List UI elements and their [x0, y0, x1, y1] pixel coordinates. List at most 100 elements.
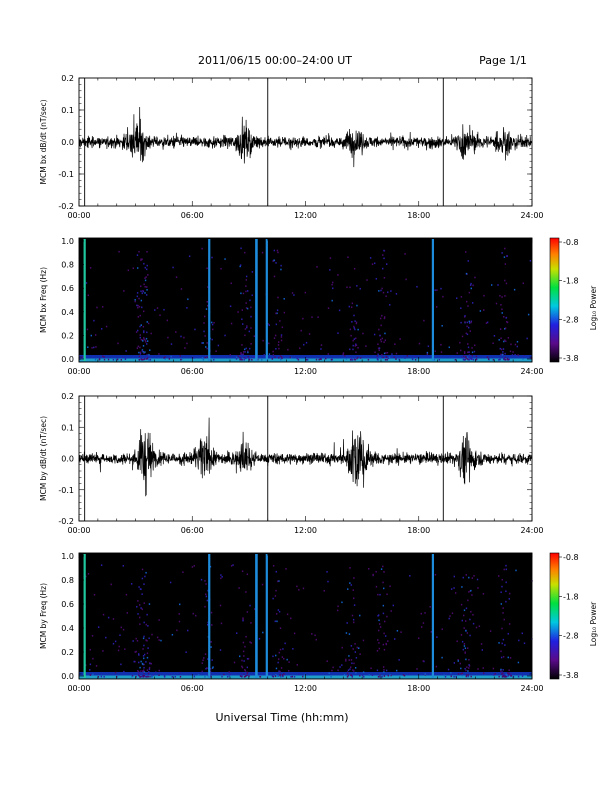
spectral-pixel: [341, 601, 343, 604]
spectral-pixel: [345, 632, 348, 634]
spectral-pixel: [248, 675, 250, 677]
spectral-pixel: [500, 353, 502, 356]
spectral-pixel: [332, 287, 334, 290]
spectral-pixel: [275, 323, 278, 326]
spectral-pixel: [500, 668, 502, 671]
colorbar-tick-label: -2.8: [563, 632, 579, 641]
spectral-pixel: [277, 344, 280, 346]
spectral-pixel: [354, 345, 357, 347]
spectral-pixel: [290, 675, 292, 678]
spectral-pixel: [422, 622, 425, 624]
spectral-pixel: [346, 675, 349, 678]
spectral-pixel: [146, 357, 149, 360]
y-tick-label: 0.8: [61, 261, 74, 270]
spectral-pixel: [406, 355, 408, 357]
spectral-pixel: [346, 286, 348, 289]
spectral-pixel: [143, 358, 145, 361]
spectral-pixel: [145, 340, 147, 343]
spectral-pixel: [329, 269, 331, 271]
spectral-pixel: [136, 267, 139, 269]
spectral-pixel: [139, 675, 141, 678]
spectral-pixel: [506, 357, 509, 360]
spectral-pixel: [238, 587, 240, 589]
spectral-pixel: [210, 646, 212, 648]
spectral-pixel: [85, 282, 88, 284]
spectral-pixel: [242, 353, 245, 355]
spectral-pixel: [522, 357, 524, 360]
spectral-pixel: [219, 649, 222, 651]
spectral-pixel: [143, 644, 145, 647]
spectral-pixel: [204, 580, 206, 582]
spectral-pixel: [274, 334, 277, 337]
spectral-pixel: [468, 658, 470, 661]
spectral-pixel: [154, 309, 156, 311]
spectral-pixel: [205, 593, 207, 596]
spectral-pixel: [140, 299, 143, 302]
spectral-pixel: [306, 359, 309, 361]
spectral-pixel: [251, 294, 253, 297]
spectral-pixel: [283, 298, 285, 300]
spectral-pixel: [504, 327, 506, 330]
spectral-pixel: [377, 629, 380, 632]
spectral-pixel: [197, 674, 200, 676]
spectral-pixel: [383, 257, 385, 260]
spectral-pixel: [331, 283, 333, 286]
spectral-pixel: [505, 600, 507, 603]
spectral-pixel: [529, 259, 532, 262]
spectral-pixel: [221, 575, 223, 578]
spectral-pixel: [276, 309, 279, 312]
spectral-pixel: [143, 674, 146, 677]
spectral-pixel: [384, 332, 386, 335]
spectral-pixel: [507, 656, 509, 659]
spectral-pixel: [204, 335, 206, 337]
spectral-pixel: [485, 322, 488, 324]
spectral-pixel: [349, 666, 352, 669]
spectral-pixel: [242, 617, 244, 619]
spectral-pixel: [379, 674, 381, 676]
spectral-pixel: [250, 642, 252, 644]
spectral-pixel: [379, 626, 382, 628]
spectral-pixel: [470, 610, 472, 613]
spectral-pixel: [120, 626, 122, 629]
spectral-pixel: [293, 632, 296, 635]
spectral-pixel: [186, 307, 188, 309]
spectral-pixel: [362, 639, 365, 642]
spectral-pixel: [117, 342, 119, 345]
spectral-pixel: [508, 358, 510, 361]
spectral-pixel: [192, 357, 195, 359]
spectral-pixel: [209, 670, 212, 673]
spectral-pixel: [503, 256, 506, 258]
spectral-pixel: [353, 604, 356, 606]
spectral-pixel: [517, 354, 519, 356]
spectral-pixel: [385, 352, 387, 354]
spectral-pixel: [192, 612, 194, 615]
spectral-pixel: [465, 251, 467, 253]
spectral-pixel: [460, 672, 462, 675]
spectral-pixel: [142, 674, 144, 677]
spectral-pixel: [380, 289, 382, 292]
spectral-pixel: [179, 675, 182, 678]
spectral-pixel: [498, 358, 500, 361]
spectral-pixel: [490, 284, 493, 286]
spectral-pixel: [80, 356, 82, 359]
y-tick-label: 0.1: [61, 423, 74, 432]
spectral-pixel: [139, 336, 142, 339]
spectral-pixel: [352, 589, 354, 591]
spectral-pixel: [505, 581, 507, 584]
spectral-pixel: [320, 344, 323, 346]
spectral-pixel: [354, 320, 356, 322]
spectral-pixel: [279, 320, 281, 322]
spectral-pixel: [355, 344, 358, 347]
spectral-pixel: [207, 589, 209, 592]
spectral-pixel: [147, 322, 150, 325]
spectral-pixel: [503, 618, 505, 621]
spectral-pixel: [463, 627, 465, 629]
spectral-pixel: [460, 349, 462, 352]
spectral-pixel: [92, 657, 94, 660]
spectral-pixel: [348, 633, 351, 635]
spectral-pixel: [171, 675, 174, 678]
spectral-pixel: [175, 276, 178, 279]
spectral-pixel: [349, 358, 352, 361]
spectral-pixel: [465, 658, 467, 661]
spectral-pixel: [477, 587, 479, 589]
